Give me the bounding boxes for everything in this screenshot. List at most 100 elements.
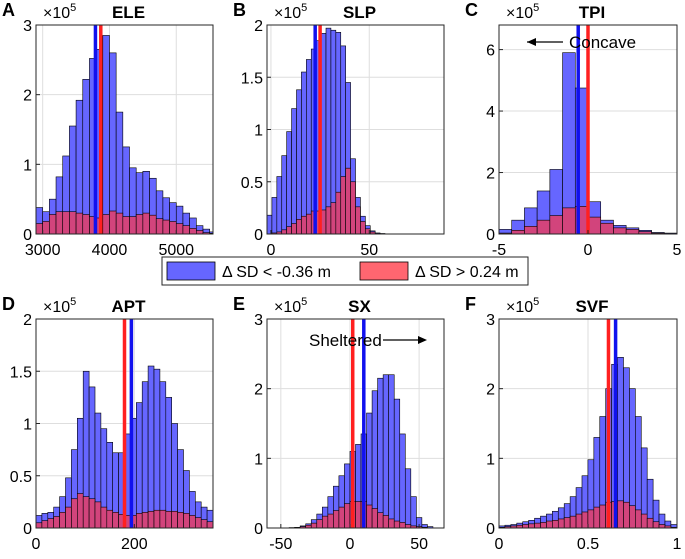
bar-blue [388, 374, 395, 528]
exponent-power: 5 [301, 2, 307, 14]
legend-swatch-blue [166, 261, 216, 281]
bar-red [404, 524, 412, 528]
bar-red [617, 500, 624, 528]
bar-red [177, 512, 184, 528]
bar-blue [276, 176, 283, 234]
legend: Δ SD < -0.36 m Δ SD > 0.24 m [161, 256, 529, 286]
bar-red [369, 231, 376, 234]
bar-red [562, 207, 576, 234]
bar-red [563, 517, 571, 528]
bar-red [360, 221, 366, 234]
tick-label-x: 0 [32, 536, 41, 553]
exponent-label: ×105 [506, 296, 539, 316]
exponent-power: 5 [301, 296, 307, 308]
bar-red [587, 509, 595, 528]
tick-label-y: 4 [486, 104, 495, 121]
panel-title: APT [112, 297, 147, 316]
bar-blue [399, 433, 406, 528]
tick-label-y: 0 [23, 227, 32, 244]
bar-red [546, 520, 553, 528]
bar-red [330, 202, 337, 234]
tick-label-x: 5 [673, 242, 682, 259]
bar-red [122, 216, 130, 234]
bar-blue [301, 71, 307, 234]
bar-red [175, 223, 184, 234]
tick-label-y: 2 [23, 312, 32, 329]
tick-label-y: 1 [23, 417, 32, 434]
bar-red [581, 511, 589, 528]
bar-red [189, 515, 196, 528]
bar-red [142, 212, 150, 234]
bar-red [333, 510, 340, 528]
bar-red [141, 512, 149, 528]
bar-red [549, 215, 563, 234]
exponent-label: ×105 [274, 296, 307, 316]
bar-red [625, 229, 640, 234]
bar-red [327, 513, 334, 528]
bar-red [182, 225, 190, 234]
bar-red [36, 522, 43, 528]
bar-blue [109, 52, 117, 234]
tick-label-x: 1 [673, 536, 682, 553]
exponent-base: ×10 [274, 5, 301, 22]
annotation-text: Sheltered [309, 331, 382, 350]
axes-box [35, 24, 214, 235]
tick-label-x: 50 [360, 242, 378, 259]
tick-label-x: -50 [269, 536, 292, 553]
tick-label-x: 0 [346, 536, 355, 553]
bar-red [62, 211, 70, 234]
bar-red [162, 219, 170, 234]
bar-red [658, 524, 666, 528]
legend-box [161, 256, 529, 286]
tick-label-y: 1 [486, 451, 495, 468]
bar-red [629, 505, 636, 528]
bar-red [100, 506, 108, 528]
panel-b: 0 50 0 0.5 1 1.5 2 ×105 SLP B [233, 0, 445, 259]
bar-red [171, 510, 178, 528]
bar-red [53, 516, 60, 528]
tick-label-y: 0 [486, 227, 495, 244]
panel-title: SVF [575, 297, 608, 316]
exponent-base: ×10 [506, 299, 533, 316]
tick-label-x: 0 [266, 242, 275, 259]
tick-label-y: 2 [23, 88, 32, 105]
bar-red [200, 519, 208, 528]
bar-blue [377, 377, 384, 528]
bar-red [296, 219, 302, 234]
tick-label-x: -5 [492, 242, 506, 259]
tick-label-y: 1 [254, 451, 263, 468]
panel-letter: B [233, 0, 246, 20]
tick-label-y: 1 [23, 157, 32, 174]
bar-blue [141, 381, 149, 528]
tick-label-y: 0.5 [241, 175, 263, 192]
bar-red [587, 216, 602, 234]
exponent-base: ×10 [506, 5, 533, 22]
bar-red [115, 212, 124, 234]
exponent-label: ×105 [506, 2, 539, 22]
tick-label-x: 0 [495, 536, 504, 553]
bar-red [399, 522, 406, 528]
exponent-power: 5 [533, 2, 539, 14]
bars [499, 52, 677, 234]
bar-red [42, 221, 50, 234]
bar-blue [271, 197, 278, 234]
bar-red [600, 222, 614, 234]
tick-label-y: 2 [486, 166, 495, 183]
exponent-base: ×10 [274, 299, 301, 316]
bar-red [638, 231, 652, 234]
bar-red [49, 214, 57, 234]
bar-blue [136, 402, 143, 528]
bar-red [338, 506, 345, 528]
bar-red [88, 498, 96, 528]
bar-red [82, 496, 90, 528]
panel-letter: D [2, 294, 15, 314]
bar-red [286, 226, 292, 234]
bar-red [536, 219, 551, 234]
exponent-base: ×10 [43, 299, 70, 316]
bar-red [206, 521, 213, 528]
bar-red [165, 510, 173, 528]
bar-red [355, 501, 362, 528]
bar-blue [153, 368, 161, 528]
bar-red [335, 191, 342, 234]
